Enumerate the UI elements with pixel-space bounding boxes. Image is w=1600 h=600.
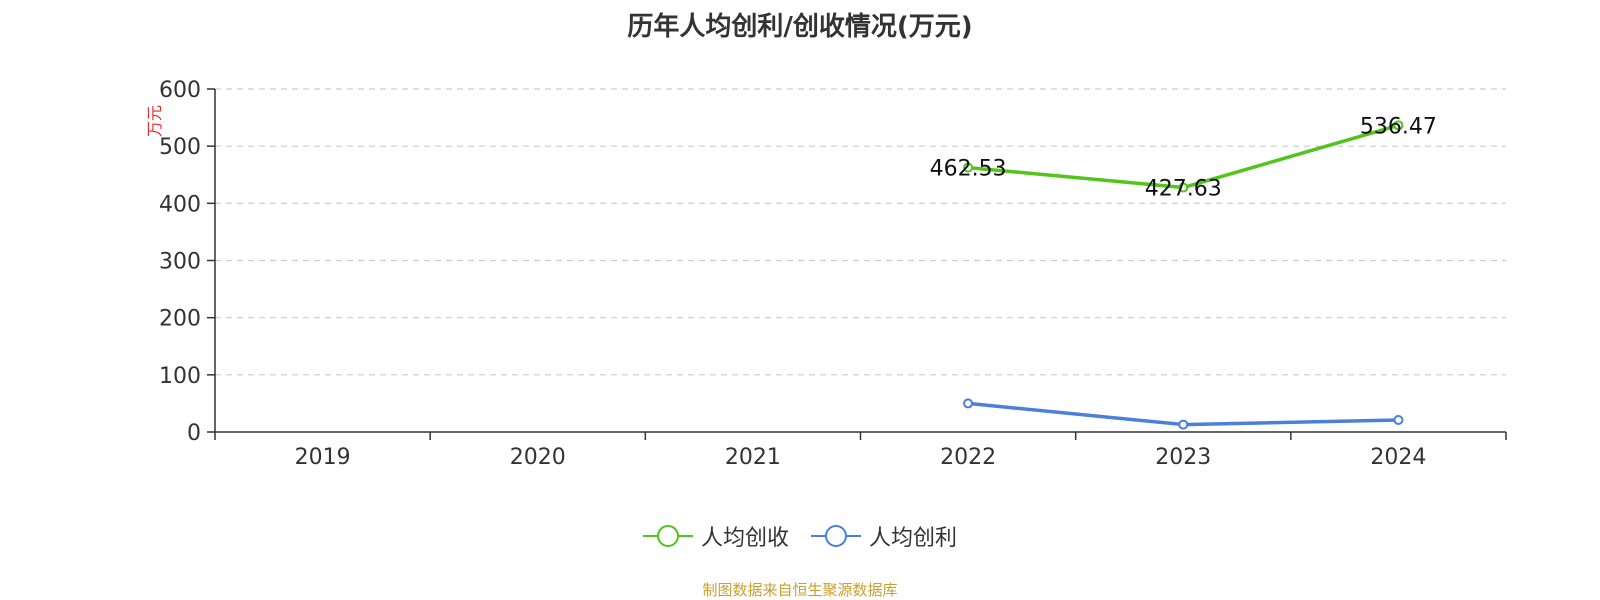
x-tick-label: 2021 — [725, 445, 781, 470]
legend-label-profit: 人均创利 — [869, 526, 958, 551]
legend-item-revenue[interactable]: 人均创收 — [642, 520, 789, 552]
data-label: 536.47 — [1360, 114, 1437, 139]
y-tick-label: 0 — [187, 421, 201, 446]
data-point-profit — [1178, 419, 1189, 430]
x-tick-label: 2023 — [1155, 445, 1211, 470]
data-point-profit — [1393, 414, 1404, 425]
y-tick-label: 600 — [159, 78, 201, 103]
legend-item-profit[interactable]: 人均创利 — [811, 520, 957, 552]
y-tick-label: 400 — [159, 192, 201, 217]
legend-label-revenue: 人均创收 — [700, 526, 789, 551]
data-point-revenue — [1178, 182, 1189, 193]
legend-marker-revenue-icon — [642, 525, 693, 547]
data-label: 427.63 — [1145, 177, 1222, 202]
x-tick-label: 2020 — [510, 445, 566, 470]
legend-marker-profit-icon — [811, 525, 861, 547]
data-point-revenue — [963, 162, 974, 173]
y-axis-label: 万元 — [145, 105, 164, 137]
legend: 人均创收 人均创利 — [0, 520, 1600, 552]
data-point-profit — [963, 398, 974, 409]
y-tick-label: 500 — [159, 135, 201, 160]
y-tick-label: 100 — [159, 364, 201, 389]
y-tick-label: 200 — [159, 307, 201, 332]
x-tick-label: 2024 — [1370, 445, 1426, 470]
x-tick-label: 2022 — [940, 445, 996, 470]
x-tick-label: 2019 — [295, 445, 351, 470]
data-label: 462.53 — [930, 157, 1007, 182]
data-point-revenue — [1393, 120, 1404, 131]
chart-title: 历年人均创利/创收情况(万元) — [627, 12, 973, 42]
y-tick-label: 300 — [159, 250, 201, 275]
data-source-note: 制图数据来自恒生聚源数据库 — [702, 581, 898, 599]
